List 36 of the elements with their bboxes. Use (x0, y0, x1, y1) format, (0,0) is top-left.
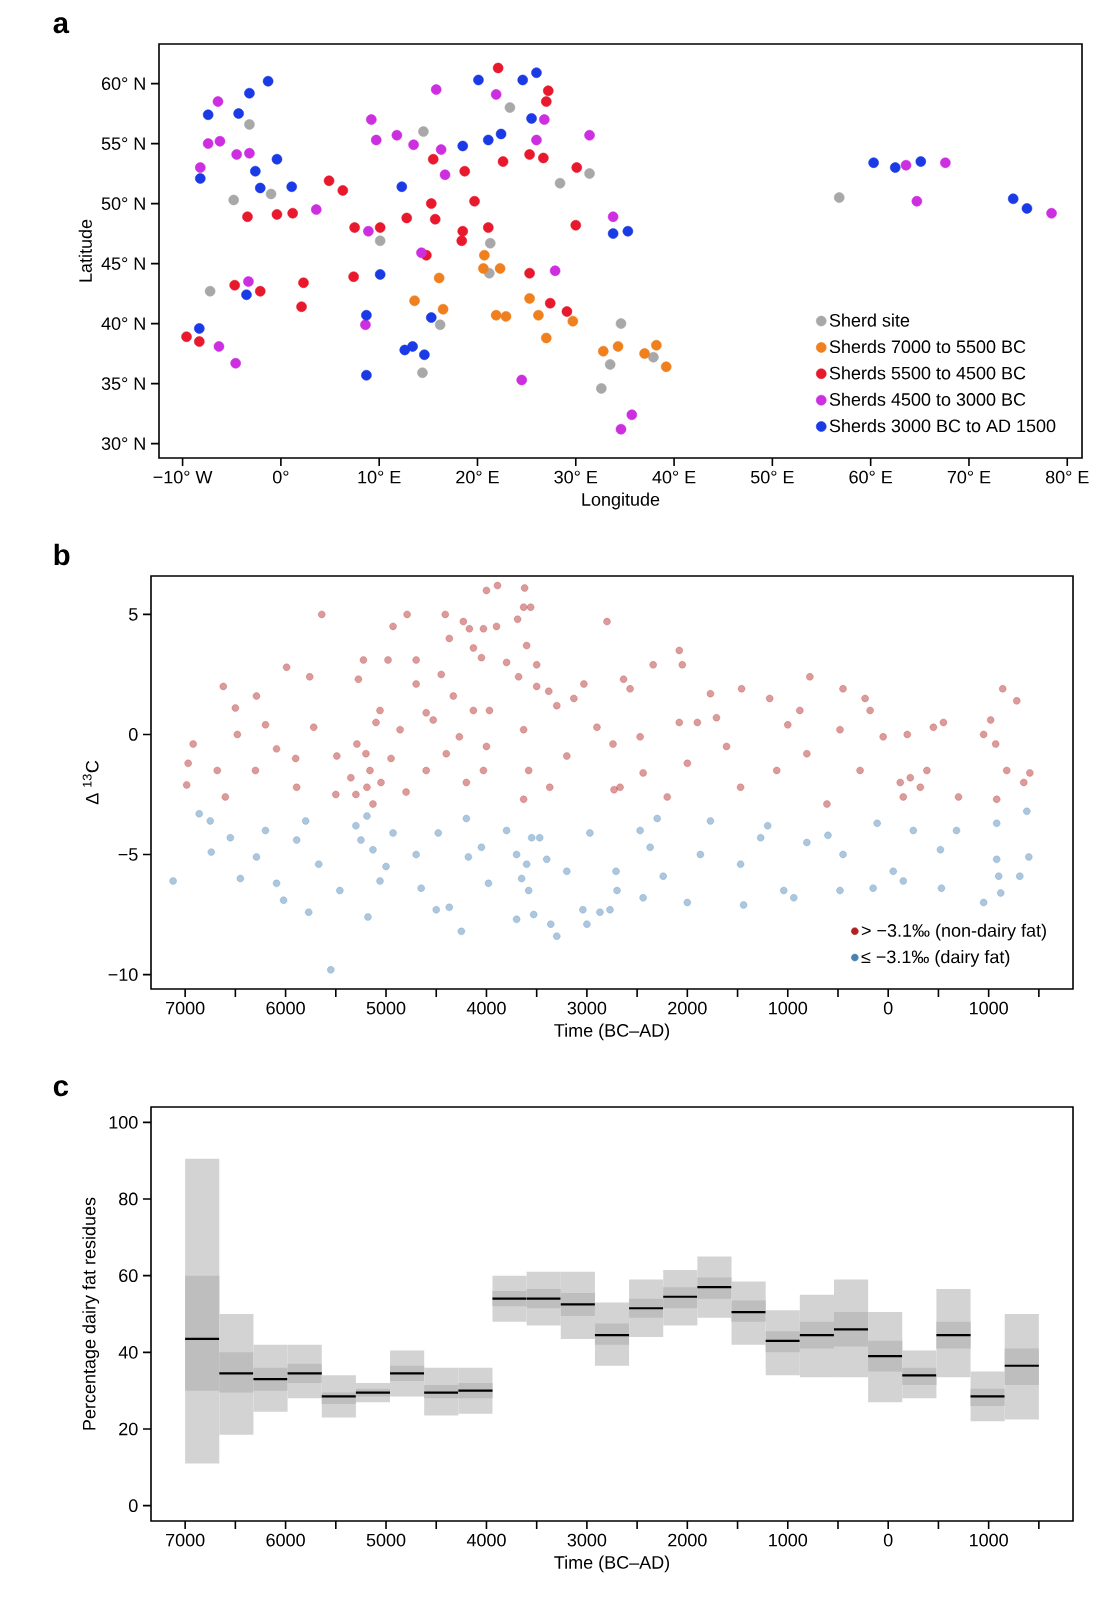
chart-title: b (54, 543, 70, 566)
y-tick-label: 5 (128, 608, 138, 621)
x-tick-label: 1000 (769, 1533, 808, 1547)
y-tick-label: 0 (128, 728, 138, 741)
x-tick-label: 6000 (266, 1533, 305, 1547)
x-tick-label: 1000 (970, 1001, 1008, 1015)
x-tick-label: 1000 (970, 1533, 1008, 1547)
x-tick-label: 5000 (366, 1533, 406, 1547)
y-tick-label: 40 (118, 1345, 138, 1359)
x-tick-label: 5000 (366, 1001, 406, 1015)
y-tick-label: 20 (119, 1422, 138, 1436)
x-tick-label: 0 (883, 1533, 893, 1547)
x-tick-label: 6000 (266, 1001, 305, 1015)
y-tick-label: 100 (109, 1115, 138, 1129)
y-tick-label: −10 (108, 968, 138, 981)
x-axis-title: Time (BC–AD) (554, 1555, 670, 1573)
y-tick-label: 0 (128, 1499, 138, 1513)
x-tick-label: 1000 (769, 1001, 808, 1015)
y-tick-label: 60 (119, 1269, 138, 1283)
x-tick-label: 4000 (466, 1001, 506, 1015)
x-tick-label: 0 (883, 1001, 893, 1015)
x-tick-label: 2000 (668, 1001, 707, 1015)
chart-title: c (53, 1080, 69, 1097)
x-tick-label: 2000 (668, 1533, 707, 1547)
x-tick-label: 3000 (567, 1001, 607, 1015)
x-tick-label: 7000 (166, 1001, 205, 1015)
x-axis-title: Time (BC–AD) (554, 1023, 670, 1041)
x-tick-label: 7000 (166, 1533, 205, 1547)
y-tick-label: −5 (118, 848, 138, 861)
x-tick-label: 4000 (466, 1533, 506, 1547)
legend-label: > −3.1‰ (non-dairy fat) (861, 923, 1046, 941)
x-tick-label: 3000 (567, 1533, 607, 1547)
legend-label: ≤ −3.1‰ (dairy fat) (861, 950, 1010, 967)
y-tick-label: 80 (119, 1192, 138, 1206)
y-axis-title: Δ $^{13}$C (82, 760, 99, 805)
y-axis-title: Percentage dairy fat residues (82, 1197, 100, 1430)
